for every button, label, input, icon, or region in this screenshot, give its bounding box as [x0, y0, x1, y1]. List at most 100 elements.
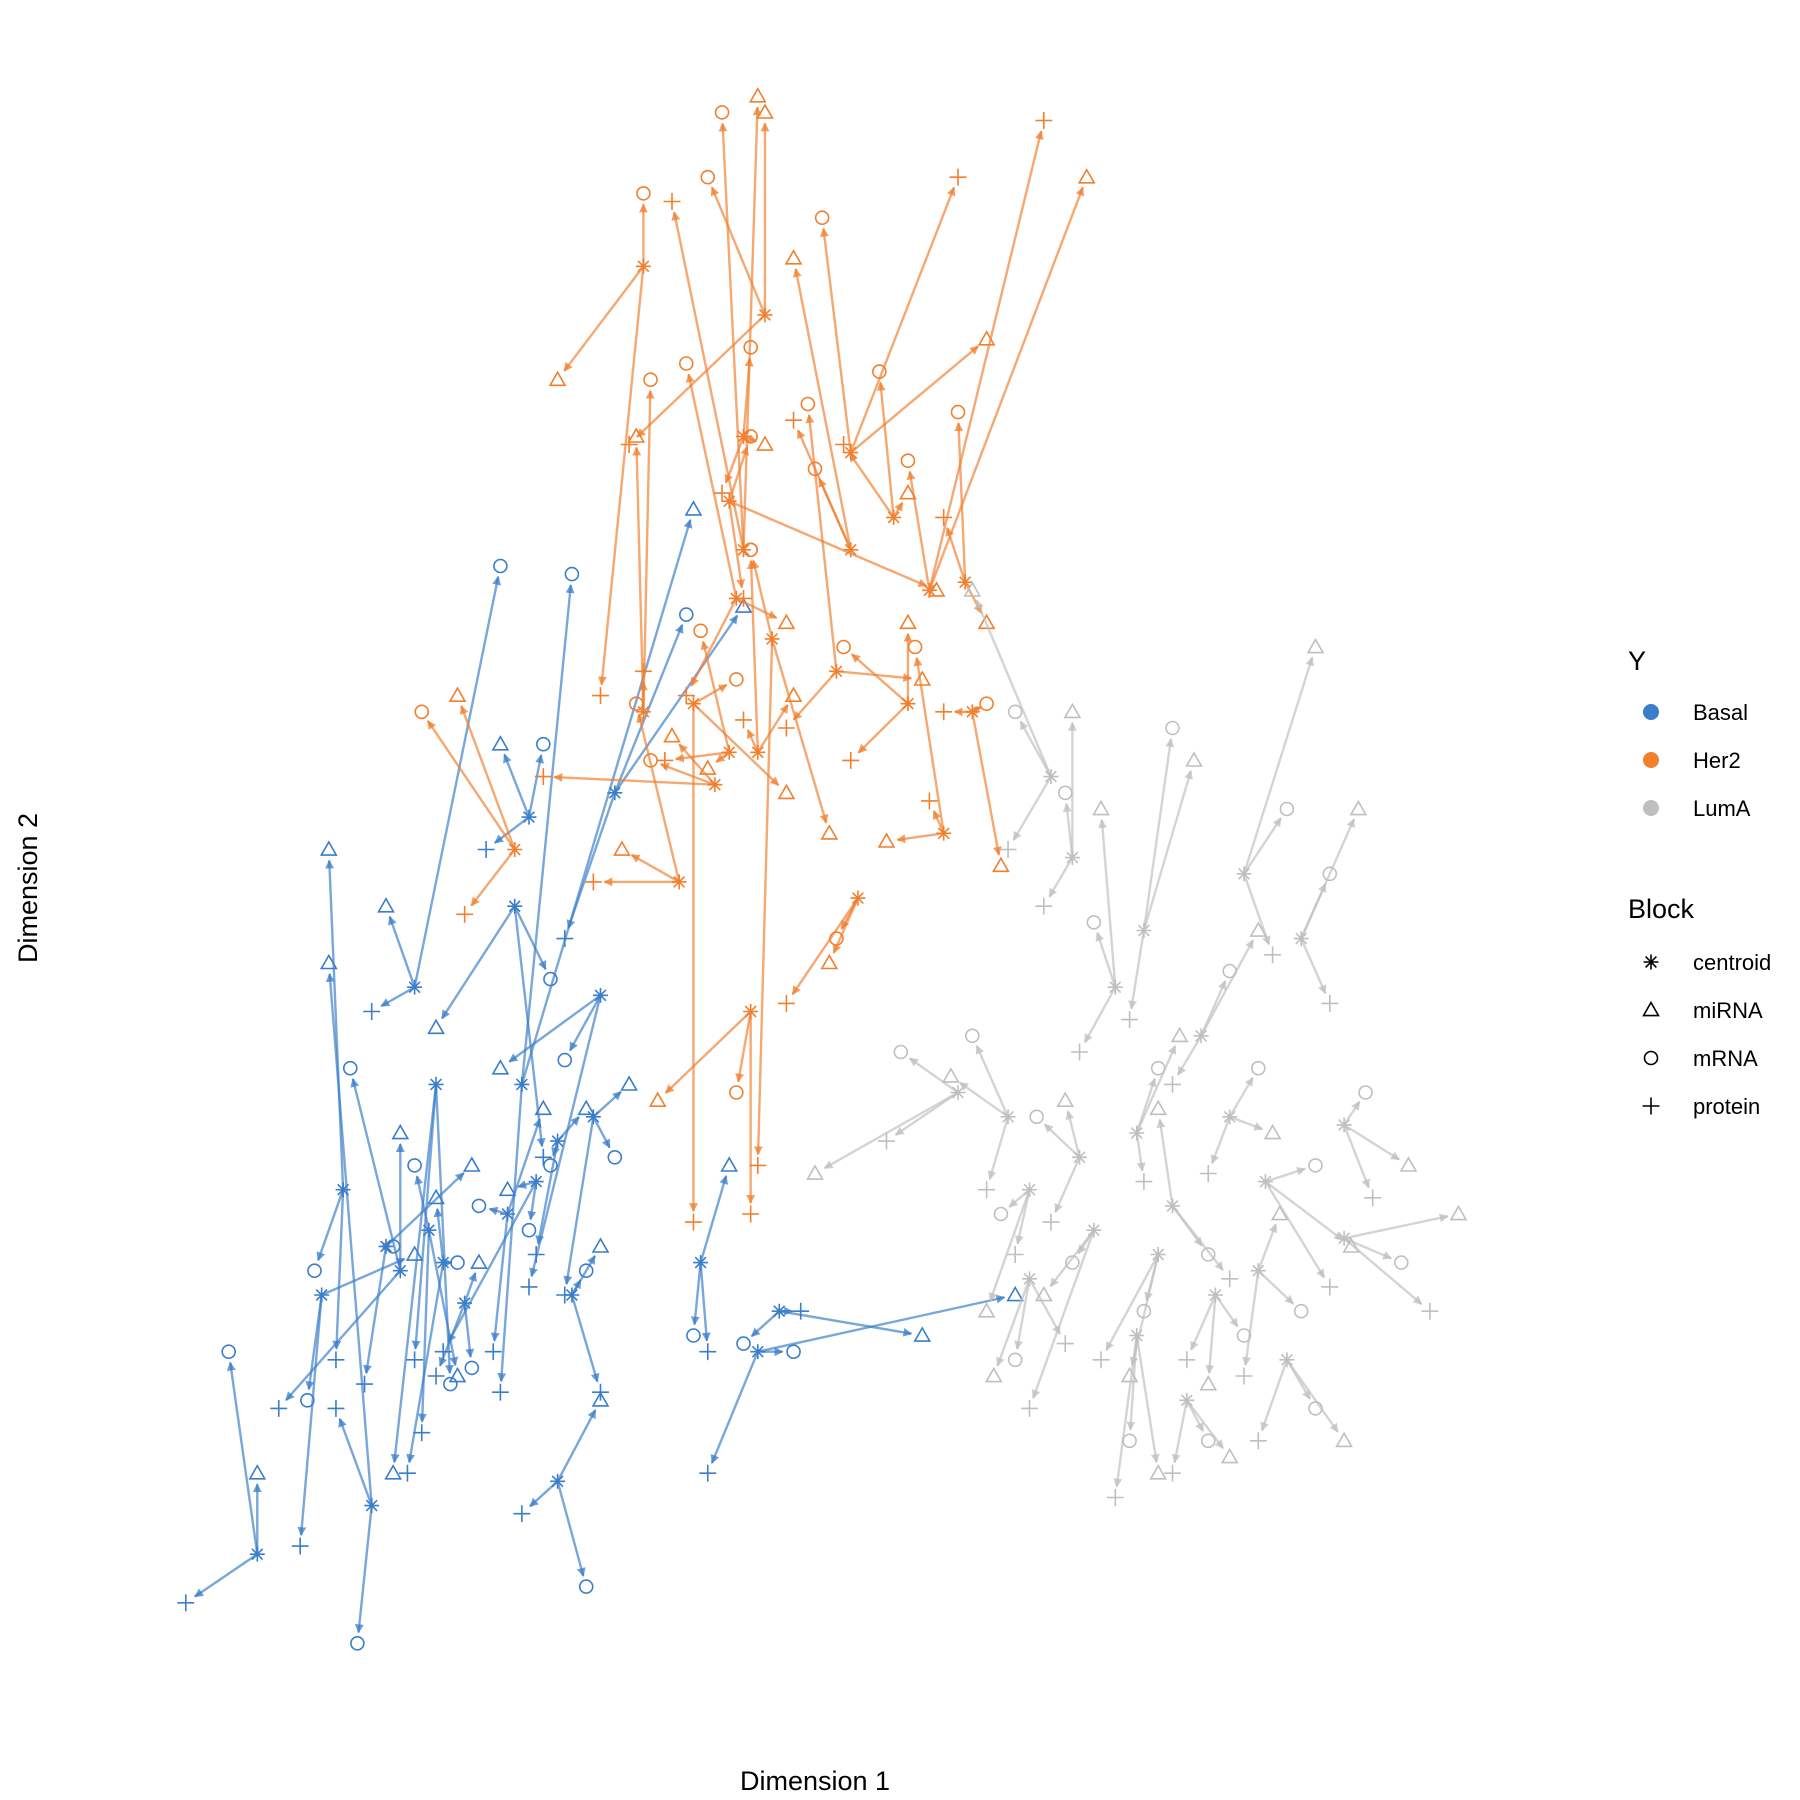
arrow-protein: [363, 1246, 388, 1375]
point-protein: [584, 873, 602, 891]
arrow-protein: [728, 501, 746, 589]
legend-block-title: Block: [1628, 894, 1695, 924]
point-protein: [685, 1213, 702, 1231]
point-centroid: [1236, 866, 1252, 882]
point-mirna: [663, 727, 681, 743]
point-mirna: [1056, 1091, 1075, 1108]
point-mrna: [1007, 704, 1023, 720]
arrow-mrna: [1343, 1100, 1361, 1126]
point-mirna: [548, 370, 567, 387]
point-centroid: [1257, 1174, 1273, 1190]
point-protein: [749, 1156, 767, 1174]
point-mrna: [342, 1060, 358, 1076]
point-centroid: [721, 744, 737, 760]
point-mrna: [471, 1198, 487, 1214]
point-protein: [356, 1375, 373, 1393]
arrow-mirna: [520, 518, 693, 1085]
arrow-protein: [1342, 1124, 1370, 1189]
point-protein: [1092, 1351, 1110, 1369]
point-protein: [456, 905, 474, 923]
arrow-mirna: [678, 743, 716, 786]
arrow-protein: [1260, 1359, 1289, 1432]
arrow-mrna: [226, 1361, 259, 1555]
point-centroid: [1000, 1109, 1016, 1125]
point-mrna: [686, 1328, 701, 1343]
arrow-mirna: [390, 1084, 438, 1464]
legend-key-centroid: [1643, 954, 1659, 970]
point-mrna: [1358, 1085, 1373, 1100]
point-protein: [935, 508, 953, 526]
point-mrna: [1065, 1255, 1080, 1270]
point-centroid: [1064, 850, 1080, 866]
arrow-mrna: [1242, 817, 1282, 875]
arrow-protein: [1135, 1132, 1146, 1172]
point-protein: [620, 436, 638, 453]
point-mrna: [564, 566, 580, 582]
arrow-mrna: [426, 720, 516, 851]
point-centroid: [1129, 1125, 1145, 1141]
arrow-mrna: [718, 122, 745, 550]
point-centroid: [750, 744, 766, 760]
arrow-mirna: [1135, 1335, 1160, 1464]
point-protein: [1199, 1165, 1217, 1182]
point-mirna: [927, 581, 946, 597]
point-mrna: [521, 1222, 537, 1238]
arrow-mrna: [728, 445, 749, 502]
point-centroid: [593, 987, 608, 1003]
arrow-mirna: [743, 434, 758, 443]
point-mirna: [448, 1366, 467, 1383]
arrow-mirna: [321, 1257, 406, 1297]
arrow-mrna: [1014, 1278, 1031, 1350]
point-mirna: [1063, 702, 1082, 719]
point-mirna: [784, 686, 803, 703]
point-centroid: [1293, 931, 1309, 947]
arrow-mrna: [1095, 931, 1117, 988]
arrow-mirna: [325, 859, 345, 1190]
point-mrna: [993, 1206, 1009, 1222]
point-mirna: [877, 832, 896, 848]
point-mrna: [1322, 866, 1338, 882]
legend-group-title: Y: [1628, 646, 1646, 676]
point-mrna: [350, 1636, 365, 1651]
point-mrna: [643, 753, 658, 768]
arrow-protein: [535, 1140, 559, 1245]
point-centroid: [507, 898, 523, 914]
point-protein: [527, 1246, 545, 1263]
arrow-protein: [1210, 1116, 1231, 1165]
point-mrna: [607, 1150, 623, 1165]
legend-key-her2: [1643, 752, 1659, 768]
arrow-group: [194, 518, 1006, 1634]
point-protein: [792, 1302, 810, 1320]
point-mrna: [1394, 1255, 1409, 1270]
arrow-protein: [1031, 1229, 1095, 1399]
point-centroid: [314, 1287, 330, 1303]
point-centroid: [1136, 923, 1152, 938]
point-mrna: [1200, 1247, 1216, 1262]
arrow-mirna: [506, 1118, 542, 1215]
point-protein: [1178, 1351, 1196, 1369]
point-protein: [742, 1205, 760, 1223]
arrow-protein: [338, 1417, 373, 1507]
point-protein: [1006, 1246, 1024, 1263]
arrow-protein: [932, 810, 945, 834]
legend-key-luma: [1643, 800, 1659, 816]
point-protein: [949, 168, 967, 186]
point-centroid: [736, 428, 751, 444]
arrow-protein: [563, 1116, 595, 1286]
arrow-protein: [987, 1116, 1010, 1181]
point-centroid: [764, 631, 780, 647]
arrow-protein: [1171, 1205, 1224, 1271]
point-mirna: [734, 597, 753, 613]
point-mrna: [907, 639, 923, 655]
point-protein: [777, 719, 795, 737]
arrow-mirna: [1264, 1180, 1344, 1241]
point-centroid: [1336, 1117, 1352, 1133]
point-mrna: [900, 453, 916, 469]
point-protein: [1121, 1011, 1139, 1029]
point-protein: [592, 687, 609, 705]
point-mirna: [806, 1164, 824, 1180]
point-centroid: [1072, 1149, 1088, 1165]
x-axis-title: Dimension 1: [740, 1766, 890, 1796]
point-mirna: [756, 103, 774, 119]
point-centroid: [528, 1174, 544, 1190]
